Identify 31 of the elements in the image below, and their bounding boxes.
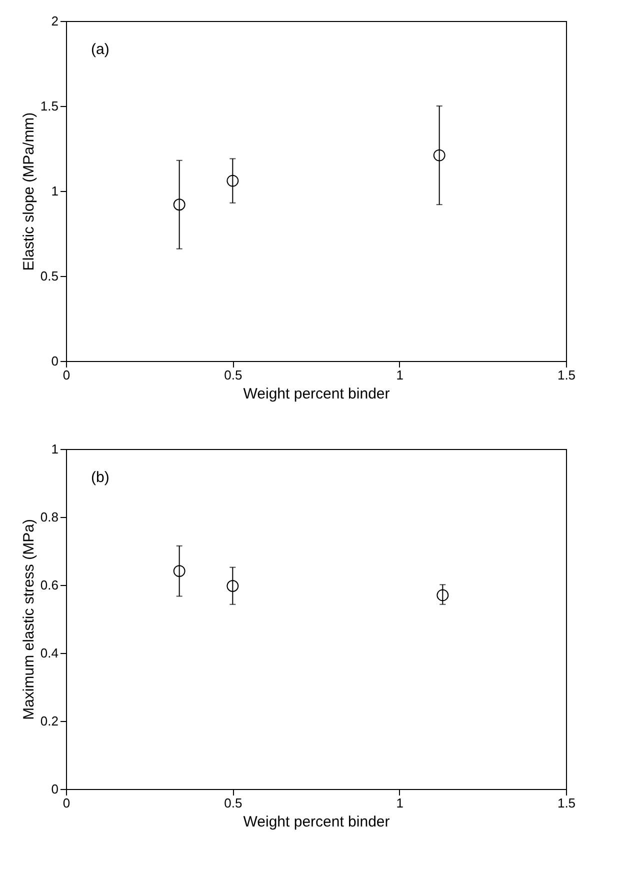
point (226, 580, 239, 592)
y-tick-label: 0 (51, 782, 58, 796)
point (226, 174, 239, 187)
y-axis-title: Elastic slope (MPa/mm) (20, 112, 38, 271)
y-tick-label: 0 (51, 354, 58, 368)
point (436, 589, 449, 602)
x-tick-label: 0.5 (224, 796, 242, 810)
point (173, 565, 186, 578)
x-tick-label: 1 (396, 796, 404, 810)
y-tick-label: 0.4 (40, 646, 58, 660)
x-axis-title: Weight percent binder (243, 386, 390, 402)
y-tick-label: 0.8 (40, 510, 58, 524)
y-tick-label: 2 (51, 14, 58, 28)
x-axis-title: Weight percent binder (243, 814, 390, 830)
y-tick-label: 1 (51, 442, 58, 456)
point (433, 149, 446, 162)
x-tick-label: 0 (62, 368, 70, 382)
x-tick-label: 1.5 (557, 368, 576, 382)
point (173, 198, 186, 211)
y-axis-title: Maximum elastic stress (MPa) (20, 519, 38, 720)
y-tick-label: 1.5 (40, 98, 58, 114)
x-tick-label: 0 (62, 796, 70, 810)
annotation: (b) (91, 469, 110, 486)
y-tick-label: 1 (51, 184, 58, 198)
annotation: (a) (91, 41, 110, 58)
x-tick-label: 1 (396, 368, 404, 382)
x-tick-label: 1.5 (557, 796, 576, 810)
y-tick-label: 0.5 (40, 268, 58, 284)
y-tick-label: 0.6 (40, 578, 58, 592)
x-tick-label: 0.5 (224, 368, 242, 382)
y-tick-label: 0.2 (40, 714, 58, 728)
